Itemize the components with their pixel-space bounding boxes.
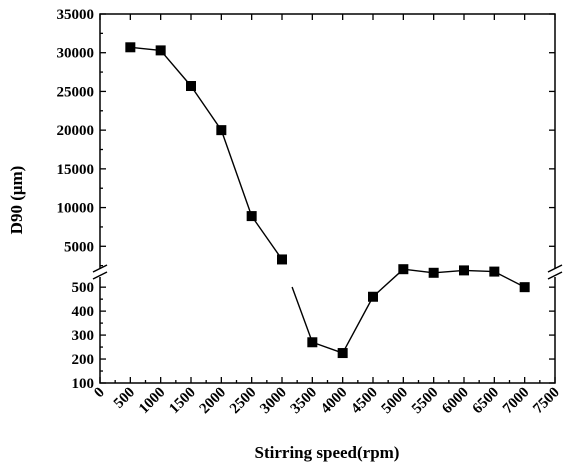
y-tick-label-upper-4: 25000 [57,84,95,100]
x-tick-label-2: 1000 [136,385,169,418]
data-point-11 [459,265,469,276]
x-tick-label-7: 3500 [288,385,321,418]
y-tick-label-lower-2: 300 [72,328,95,344]
y-tick-label-lower-1: 200 [72,352,95,368]
y-tick-label-upper-5: 30000 [57,46,95,62]
series-segment-12 [494,270,525,288]
x-tick-label-15: 7500 [530,385,563,418]
data-point-5 [277,254,287,265]
x-tick-label-9: 4500 [348,385,381,418]
data-point-3 [216,125,227,136]
series-segment-11 [463,269,495,273]
data-point-12 [489,266,500,277]
data-point-1 [155,45,166,56]
data-point-0 [125,42,136,53]
y-tick-label-lower-4: 500 [72,280,95,296]
series-segment-4 [251,215,283,260]
y-tick-label-upper-1: 10000 [57,201,95,217]
y-tick-label-upper-6: 35000 [57,7,95,23]
axis-break-mark-upper-0 [92,264,108,273]
x-axis-title: Stirring speed(rpm) [255,443,400,462]
data-point-6 [307,337,318,348]
plot-frame [99,13,556,384]
series-segment-2 [190,85,222,131]
y-tick-label-lower-0: 100 [72,376,95,392]
x-tick-label-3: 1500 [166,385,199,418]
data-point-10 [428,267,439,278]
x-tick-label-13: 6500 [470,385,503,418]
x-tick-label-14: 7000 [500,385,533,418]
data-point-2 [186,81,196,92]
axis-break-mark-upper-1 [547,264,563,273]
x-tick-label-5: 2500 [227,385,260,418]
axis-break-gap-1 [547,269,563,277]
x-tick-label-10: 5000 [379,385,412,418]
series-segment-5-b [291,286,313,343]
y-tick-label-upper-3: 20000 [57,123,95,139]
series-segment-3 [220,129,253,217]
x-tick-label-0: 0 [91,385,108,402]
series-segment-9 [403,268,434,274]
series-segment-10 [433,269,465,274]
x-tick-label-11: 5500 [409,385,442,418]
y-tick-label-upper-0: 5000 [64,239,94,255]
series-segment-7 [342,296,374,354]
data-point-9 [398,264,409,275]
x-axis-ticks: 0 500100015002000250030003500400045005000… [91,14,563,417]
series-segment-0 [130,46,161,52]
axis-break [92,264,563,280]
axis-break-gap-0 [92,269,108,277]
x-tick-label-1: 500 [111,385,138,412]
x-tick-label-8: 4000 [318,385,351,418]
y-tick-label-upper-2: 15000 [57,162,95,178]
series-segment-1 [160,49,192,87]
series-d90 [125,42,530,359]
x-tick-label-12: 6000 [439,385,472,418]
y-axis-ticks: 5000 10000 15000 20000 25000 30000 35000 100 200… [57,7,555,392]
axis-break-mark-lower-1 [547,271,563,280]
data-point-7 [337,348,348,359]
data-point-13 [519,282,530,293]
axis-break-mark-lower-0 [92,271,108,280]
x-tick-label-4: 2000 [197,385,230,418]
series-segment-6 [312,341,343,354]
data-point-4 [246,211,257,222]
data-point-8 [368,291,378,302]
y-tick-label-lower-3: 400 [72,304,95,320]
series-segment-8 [372,268,404,298]
x-tick-label-6: 3000 [257,385,290,418]
y-axis-title: D90 (μm) [7,166,26,235]
